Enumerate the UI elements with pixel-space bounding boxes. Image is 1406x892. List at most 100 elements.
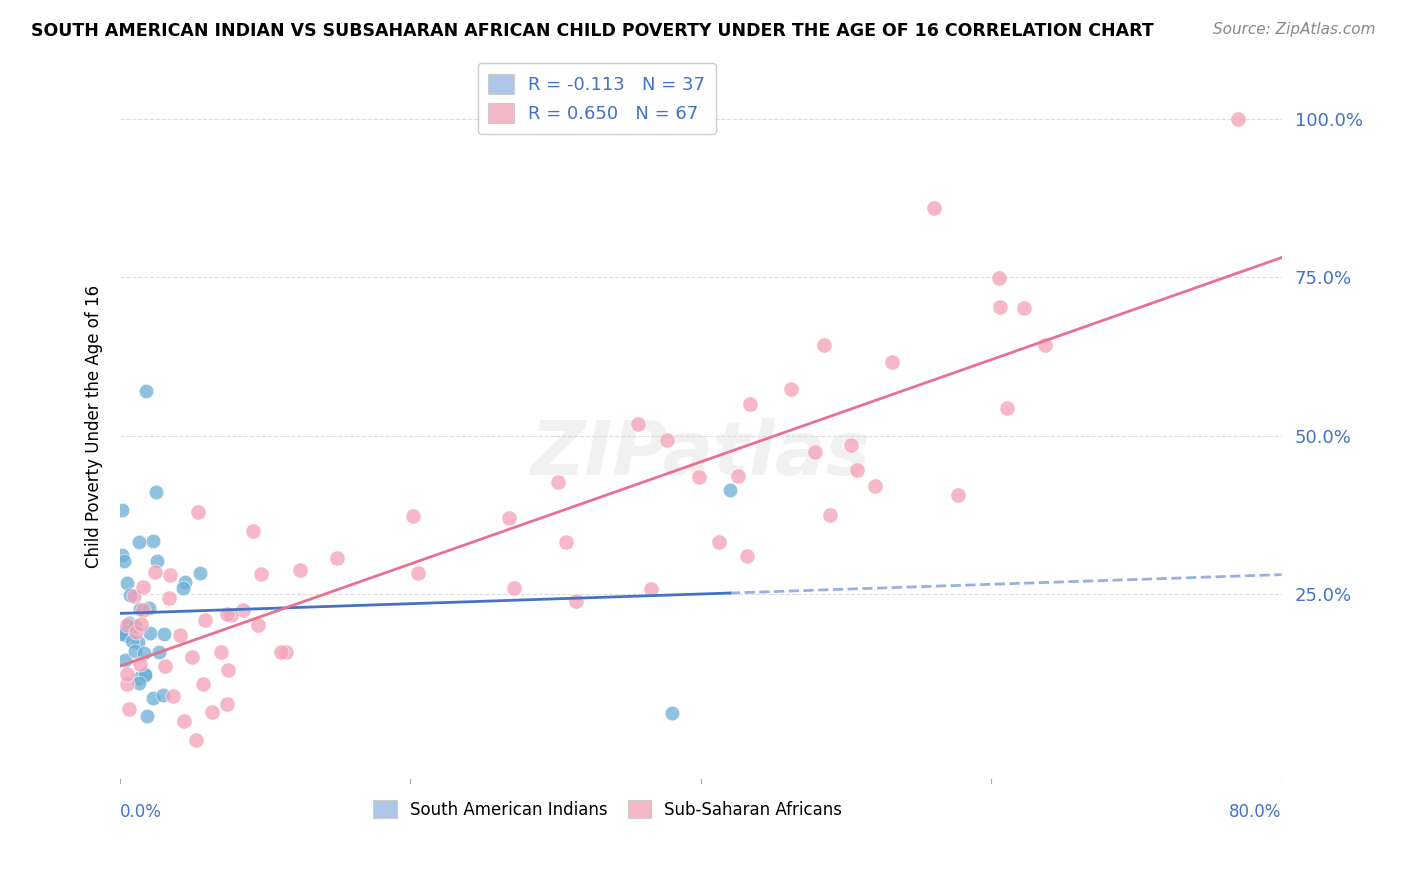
Point bbox=[735, 549, 758, 563]
Point bbox=[627, 417, 650, 431]
Point bbox=[1012, 301, 1035, 316]
Point bbox=[145, 485, 167, 500]
Point bbox=[191, 676, 214, 690]
Point bbox=[142, 691, 165, 706]
Point bbox=[127, 634, 149, 648]
Point bbox=[169, 628, 191, 642]
Point bbox=[865, 479, 887, 493]
Point bbox=[115, 576, 138, 591]
Point bbox=[948, 488, 970, 502]
Point bbox=[780, 382, 803, 396]
Point bbox=[988, 300, 1011, 314]
Point bbox=[188, 566, 211, 580]
Point bbox=[121, 634, 143, 648]
Point bbox=[122, 589, 145, 603]
Point bbox=[498, 510, 520, 524]
Point bbox=[554, 534, 576, 549]
Point bbox=[181, 649, 204, 664]
Point bbox=[118, 615, 141, 630]
Point bbox=[845, 463, 868, 477]
Point bbox=[110, 625, 132, 640]
Point bbox=[124, 624, 146, 639]
Text: SOUTH AMERICAN INDIAN VS SUBSAHARAN AFRICAN CHILD POVERTY UNDER THE AGE OF 16 CO: SOUTH AMERICAN INDIAN VS SUBSAHARAN AFRI… bbox=[31, 22, 1154, 40]
Point bbox=[709, 535, 731, 549]
Text: Source: ZipAtlas.com: Source: ZipAtlas.com bbox=[1212, 22, 1375, 37]
Text: 80.0%: 80.0% bbox=[1229, 803, 1282, 821]
Point bbox=[162, 690, 184, 704]
Point bbox=[640, 582, 662, 596]
Point bbox=[738, 397, 761, 411]
Point bbox=[124, 619, 146, 633]
Point bbox=[173, 714, 195, 728]
Point bbox=[110, 626, 132, 640]
Point bbox=[136, 709, 159, 723]
Point bbox=[503, 582, 526, 596]
Point bbox=[246, 618, 269, 632]
Legend: South American Indians, Sub-Saharan Africans: South American Indians, Sub-Saharan Afri… bbox=[367, 794, 849, 825]
Point bbox=[217, 698, 239, 712]
Point bbox=[172, 582, 194, 596]
Point bbox=[111, 503, 134, 517]
Point bbox=[232, 603, 254, 617]
Point bbox=[159, 568, 181, 582]
Point bbox=[688, 469, 710, 483]
Point bbox=[142, 533, 165, 548]
Point bbox=[727, 468, 749, 483]
Point bbox=[270, 645, 292, 659]
Point bbox=[187, 505, 209, 519]
Point bbox=[114, 628, 136, 642]
Point bbox=[718, 483, 741, 498]
Point bbox=[135, 384, 157, 399]
Point bbox=[818, 508, 841, 522]
Point bbox=[148, 645, 170, 659]
Point bbox=[128, 657, 150, 672]
Point bbox=[219, 608, 242, 623]
Point bbox=[201, 705, 224, 719]
Point bbox=[1033, 338, 1056, 352]
Point bbox=[134, 666, 156, 681]
Point bbox=[290, 563, 312, 577]
Point bbox=[186, 733, 208, 747]
Point bbox=[157, 591, 180, 606]
Point bbox=[406, 566, 429, 580]
Y-axis label: Child Poverty Under the Age of 16: Child Poverty Under the Age of 16 bbox=[86, 285, 103, 567]
Point bbox=[995, 401, 1018, 415]
Point bbox=[988, 271, 1011, 285]
Point bbox=[274, 645, 297, 659]
Point bbox=[661, 706, 683, 720]
Point bbox=[547, 475, 569, 490]
Point bbox=[129, 602, 152, 616]
Text: ZIPatlas: ZIPatlas bbox=[531, 418, 870, 491]
Point bbox=[115, 617, 138, 632]
Point bbox=[131, 617, 153, 632]
Point bbox=[217, 664, 239, 678]
Point bbox=[174, 575, 197, 590]
Point bbox=[132, 646, 155, 660]
Point bbox=[131, 580, 153, 594]
Point bbox=[111, 548, 134, 562]
Point bbox=[565, 594, 588, 608]
Point bbox=[194, 613, 217, 627]
Point bbox=[114, 652, 136, 666]
Point bbox=[134, 667, 156, 681]
Point bbox=[153, 658, 176, 673]
Point bbox=[138, 601, 160, 615]
Point bbox=[128, 535, 150, 549]
Point bbox=[139, 626, 162, 640]
Point bbox=[1227, 112, 1250, 127]
Point bbox=[242, 524, 264, 539]
Point bbox=[118, 702, 141, 716]
Point bbox=[152, 627, 174, 641]
Point bbox=[813, 337, 835, 351]
Point bbox=[839, 438, 862, 452]
Point bbox=[143, 565, 166, 579]
Point bbox=[402, 509, 425, 524]
Point bbox=[250, 567, 273, 582]
Point bbox=[118, 588, 141, 602]
Point bbox=[128, 676, 150, 690]
Point bbox=[922, 201, 945, 215]
Point bbox=[655, 433, 678, 447]
Point bbox=[132, 603, 155, 617]
Point bbox=[115, 677, 138, 691]
Point bbox=[128, 671, 150, 685]
